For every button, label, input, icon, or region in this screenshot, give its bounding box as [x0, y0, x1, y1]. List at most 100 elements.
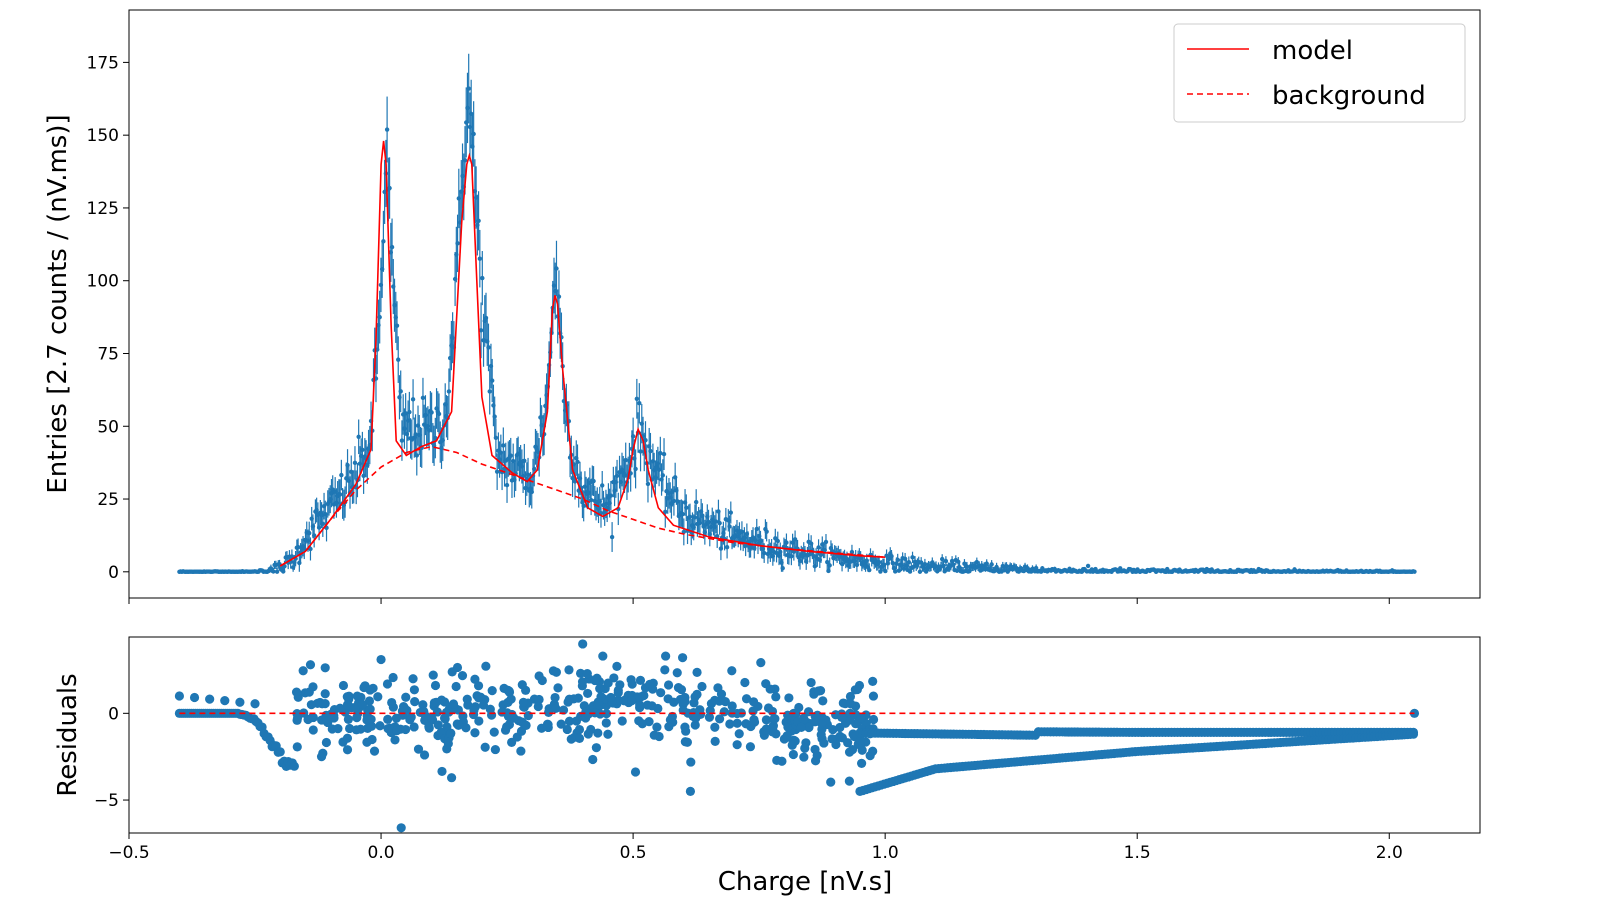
residual-point — [868, 714, 879, 725]
residual-point — [366, 714, 376, 724]
residual-point — [342, 745, 353, 755]
residual-point — [588, 754, 598, 765]
residual-point — [292, 742, 302, 752]
residual-point — [419, 750, 430, 760]
residual-point — [408, 674, 418, 684]
residual-point — [289, 761, 299, 771]
residual-point — [826, 777, 836, 787]
data-point — [532, 466, 537, 472]
residual-point — [478, 700, 489, 710]
residual-point — [678, 653, 688, 663]
residual-point — [352, 713, 362, 723]
residual-point — [806, 677, 816, 688]
residual-point — [304, 687, 314, 697]
data-point — [754, 526, 759, 532]
residual-point — [571, 716, 582, 726]
data-point — [692, 515, 698, 520]
residual-point — [771, 692, 781, 702]
residual-point — [844, 776, 854, 786]
residual-point — [695, 705, 705, 715]
data-point — [630, 434, 636, 439]
residual-point — [855, 735, 866, 745]
residual-point — [799, 752, 809, 762]
data-point — [274, 569, 280, 574]
data-point — [282, 564, 287, 569]
data-point — [899, 563, 904, 568]
residual-point — [474, 693, 484, 703]
residual-point — [437, 766, 447, 777]
data-point — [399, 438, 405, 443]
residual-point — [426, 713, 437, 723]
data-point — [394, 323, 400, 328]
residual-point — [673, 682, 684, 693]
residual-point — [390, 735, 400, 745]
residual-data-marks — [174, 639, 1420, 833]
data-point — [884, 553, 889, 558]
y-tick-label: 0 — [108, 704, 119, 724]
data-point — [501, 443, 506, 448]
residual-point — [725, 719, 735, 729]
data-point — [508, 453, 513, 458]
residual-point — [582, 669, 592, 679]
data-point — [687, 514, 693, 519]
residual-point — [533, 701, 543, 712]
residual-point — [205, 694, 215, 704]
data-point — [789, 554, 794, 559]
residual-point — [845, 691, 856, 702]
x-tick-label: 0.0 — [368, 843, 395, 863]
residual-point — [344, 723, 355, 734]
residual-point — [291, 687, 302, 697]
data-point — [308, 546, 313, 552]
data-point — [295, 544, 301, 550]
residual-point — [627, 679, 637, 689]
data-point — [780, 565, 785, 571]
residual-point — [235, 697, 245, 707]
data-point — [637, 401, 642, 406]
data-point — [774, 550, 779, 556]
residual-point — [697, 681, 707, 692]
residual-point — [852, 684, 862, 695]
data-point — [775, 538, 780, 544]
data-point — [645, 481, 651, 487]
main-data-marks — [177, 53, 1417, 575]
residual-point — [692, 667, 702, 677]
residual-point — [777, 756, 787, 766]
residual-point — [749, 715, 759, 725]
residual-point — [504, 687, 515, 697]
y-tick-label: 0 — [108, 563, 119, 583]
data-point — [818, 552, 824, 557]
residual-point — [536, 723, 547, 733]
residual-point — [783, 710, 793, 720]
residual-point — [627, 696, 637, 706]
residual-point — [292, 713, 303, 723]
residual-point — [667, 711, 678, 722]
data-point — [387, 185, 392, 191]
data-point — [764, 529, 769, 534]
residual-point — [732, 718, 742, 728]
residual-point — [369, 746, 380, 756]
residual-point — [308, 725, 318, 735]
residual-panel: −5 0 −0.5 0.0 0.5 1.0 1.5 2.0 Residuals Charge… — [53, 636, 1481, 897]
residual-point — [442, 722, 452, 732]
data-point — [588, 497, 594, 503]
residual-point — [782, 731, 792, 741]
data-point — [681, 529, 687, 535]
residual-point — [787, 740, 797, 750]
data-point — [466, 86, 471, 91]
data-point — [717, 520, 722, 526]
residual-point — [856, 713, 866, 723]
residual-point — [596, 691, 606, 702]
residual-point — [473, 681, 484, 691]
residual-point — [690, 720, 700, 730]
data-point — [609, 534, 615, 540]
main-y-axis-label: Entries [2.7 counts / (nV.ms)] — [43, 114, 73, 493]
y-tick-label: −5 — [94, 791, 119, 811]
data-point — [680, 511, 685, 517]
data-point — [316, 525, 322, 530]
y-tick-label: 150 — [87, 126, 119, 146]
residual-point — [575, 668, 586, 679]
data-point — [893, 569, 898, 574]
data-point — [414, 453, 419, 458]
residual-point — [617, 716, 627, 726]
data-point — [812, 563, 818, 569]
